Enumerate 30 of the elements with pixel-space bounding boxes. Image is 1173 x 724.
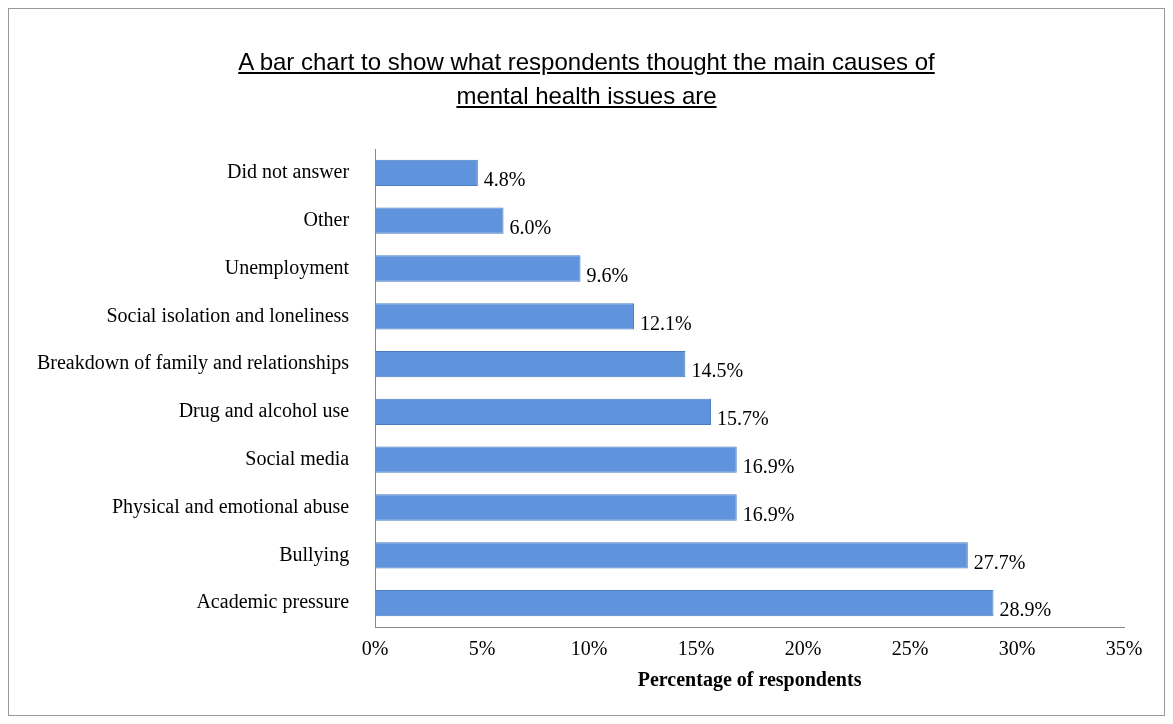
data-label: 16.9%: [742, 502, 795, 525]
x-tick-label: 35%: [1105, 637, 1143, 660]
data-label: 12.1%: [640, 311, 692, 334]
y-tick-label: Other: [303, 207, 350, 230]
y-tick-label: Unemployment: [224, 255, 350, 279]
data-label: 6.0%: [509, 215, 552, 238]
data-label: 15.7%: [717, 407, 769, 430]
x-tick-label: 5%: [468, 637, 496, 660]
y-tick-label: Social isolation and loneliness: [106, 303, 350, 326]
x-tick-label: 15%: [677, 637, 715, 660]
data-label: 16.9%: [742, 454, 795, 477]
data-label: 9.6%: [586, 263, 629, 286]
x-tick-label: 30%: [998, 637, 1036, 660]
y-tick-label: Social media: [245, 446, 350, 469]
x-tick-label: 10%: [570, 637, 608, 660]
y-tick-label: Academic pressure: [196, 590, 350, 614]
data-label: 4.8%: [483, 168, 526, 191]
y-tick-label: Physical and emotional abuse: [111, 494, 350, 518]
data-label: 27.7%: [973, 550, 1026, 573]
x-tick-label: 0%: [361, 637, 389, 660]
data-label: 28.9%: [999, 598, 1052, 621]
y-tick-label: Bullying: [279, 542, 350, 566]
y-tick-label: Drug and alcohol use: [178, 399, 350, 423]
chart-title: A bar chart to show what respondents thought the main causes of mental health issues are: [237, 47, 936, 111]
x-axis-title: Percentage of respondents: [637, 668, 862, 692]
x-tick-label: 25%: [891, 637, 929, 660]
data-label: 14.5%: [691, 359, 744, 382]
x-tick-label: 20%: [784, 637, 822, 660]
y-tick-label: Breakdown of family and relationships: [36, 351, 350, 375]
y-tick-label: Did not answer: [226, 160, 350, 183]
